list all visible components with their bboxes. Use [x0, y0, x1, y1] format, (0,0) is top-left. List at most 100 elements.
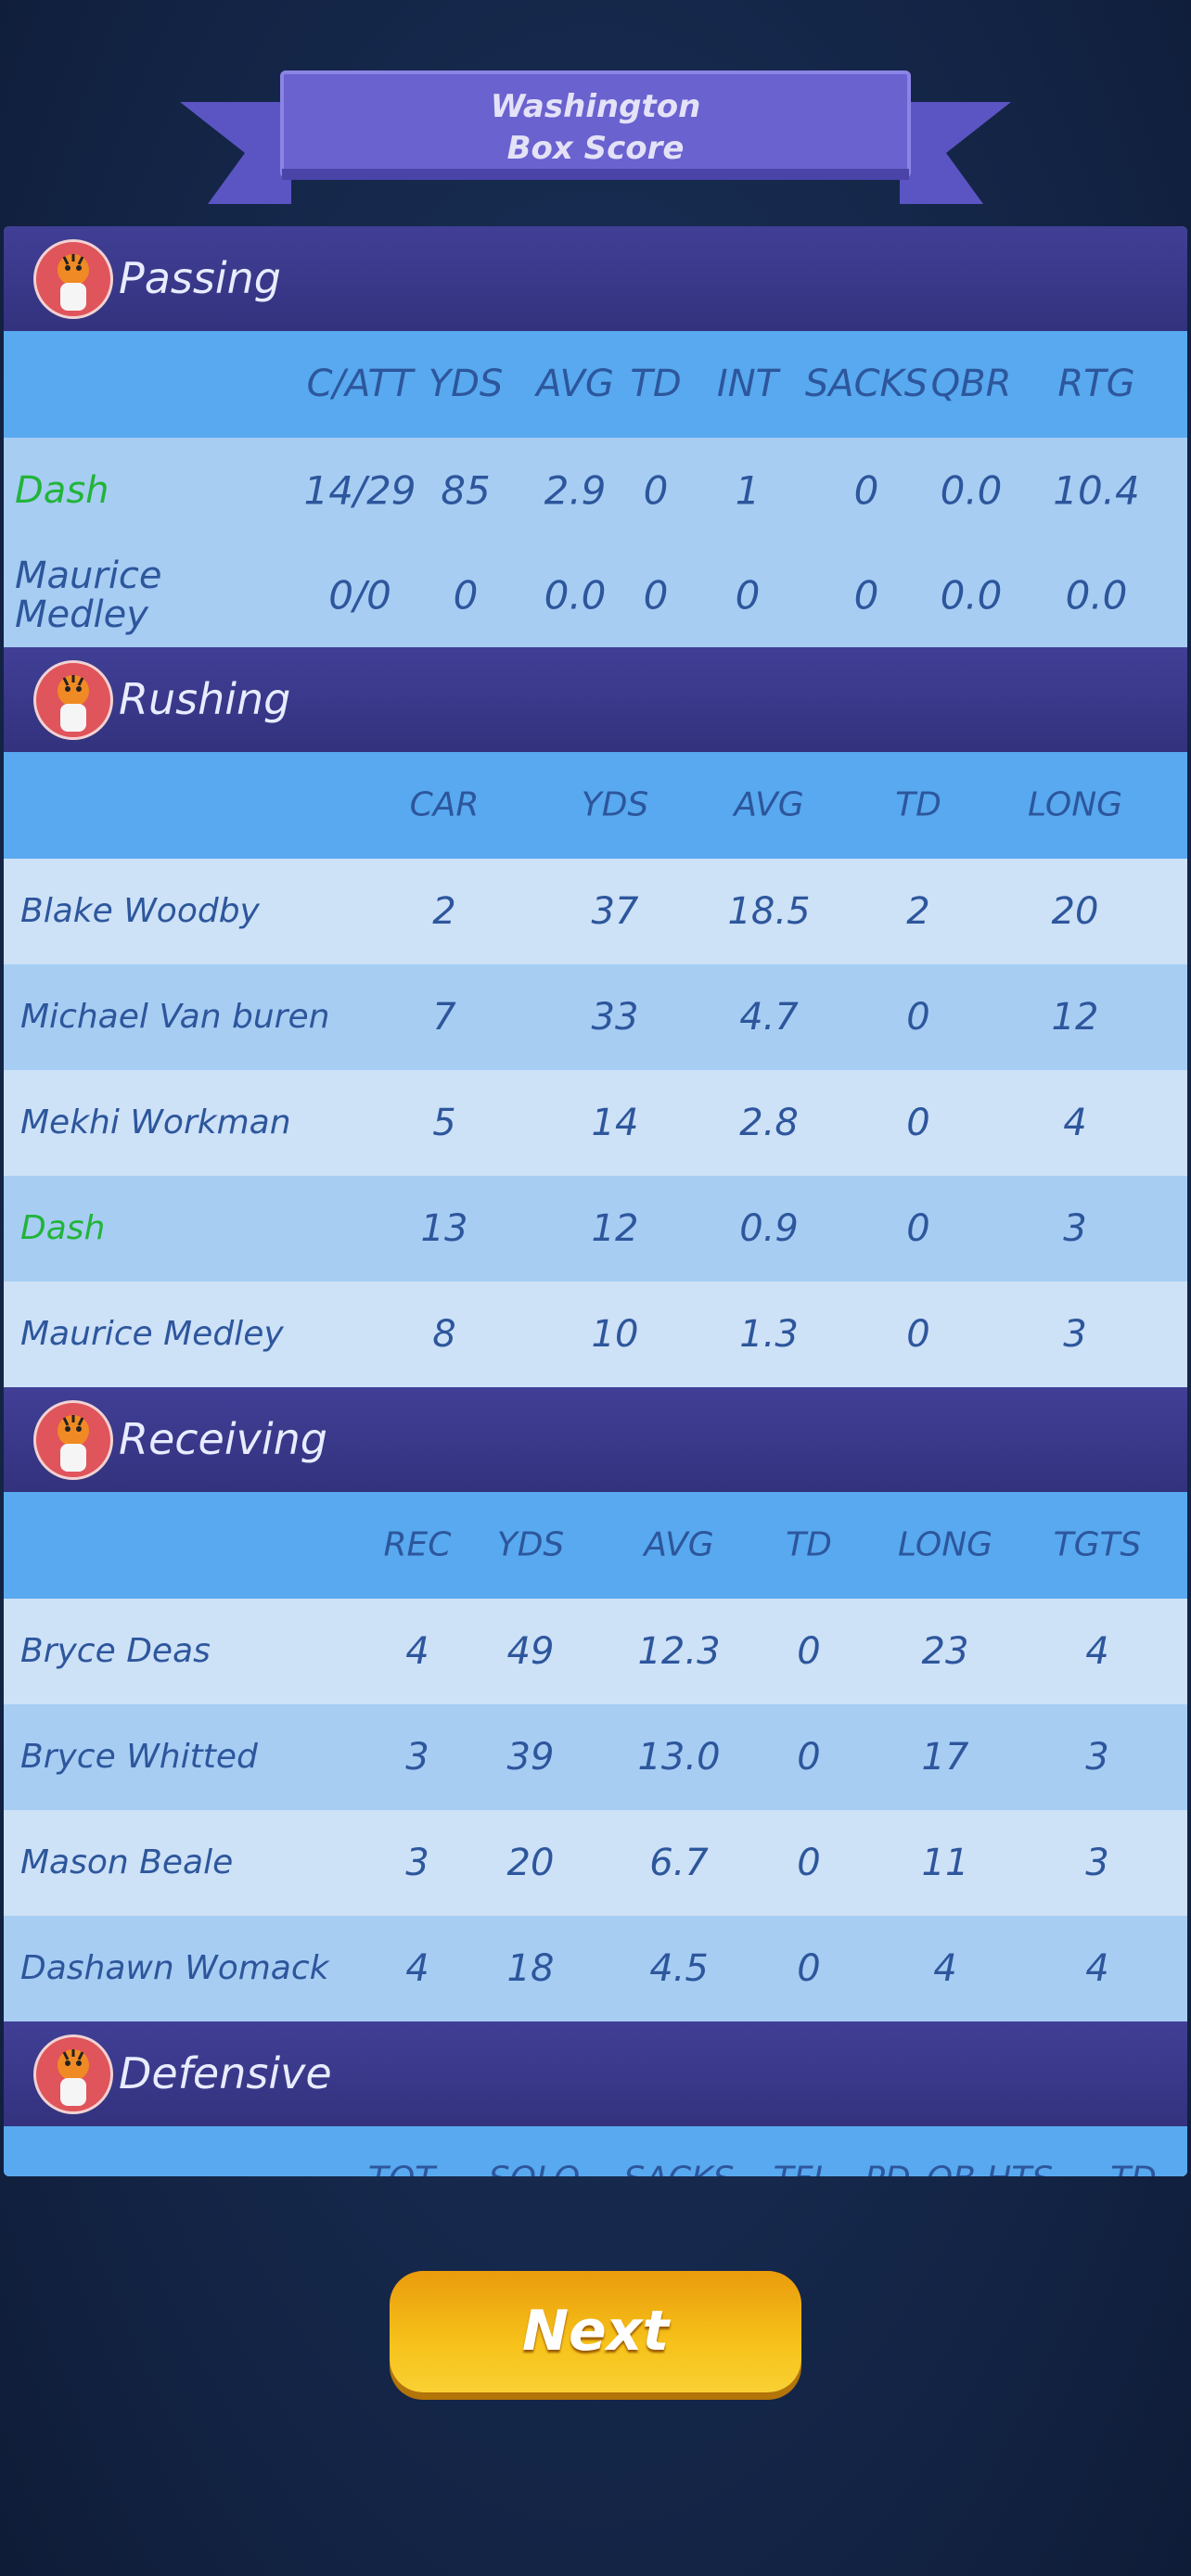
player-row: Dash 14/29 85 2.9 0 1 0 0.0 10.4	[4, 438, 1187, 543]
stat-value: 7	[432, 996, 456, 1039]
stat-value: 0.0	[1065, 572, 1128, 618]
column-header-row: TOT SOLO SACKS TFL PD QB HTS TD	[4, 2126, 1187, 2176]
stat-value: 3	[405, 1842, 429, 1884]
column-header: INT	[716, 363, 779, 405]
stat-value: 39	[506, 1736, 555, 1779]
column-header-row: CAR YDS AVG TD LONG	[4, 752, 1187, 859]
column-header: TOT	[368, 2161, 435, 2177]
column-header: CAR	[409, 785, 480, 824]
stat-value: 14	[591, 1102, 639, 1144]
stat-value: 0.0	[940, 572, 1003, 618]
column-header: TD	[1110, 2161, 1157, 2177]
section-header: Defensive	[4, 2021, 1187, 2126]
column-header: LONG	[1027, 785, 1123, 824]
column-header: TGTS	[1053, 1525, 1142, 1564]
team-logo	[33, 660, 113, 740]
stat-value: 12	[591, 1207, 639, 1250]
column-header: SOLO	[489, 2161, 580, 2177]
stat-value: 13.0	[637, 1736, 721, 1779]
next-button[interactable]: Next	[390, 2271, 801, 2392]
player-row: Blake Woodby 2 37 18.5 2 20	[4, 859, 1187, 964]
player-name: Dash	[20, 1209, 106, 1248]
player-name: Bryce Deas	[20, 1632, 211, 1671]
stat-value: 18.5	[727, 890, 811, 933]
player-name: Maurice Medley	[15, 555, 162, 636]
player-name: Blake Woodby	[20, 892, 260, 931]
stat-value: 0	[906, 1102, 930, 1144]
stat-value: 20	[1051, 890, 1099, 933]
stat-value: 10.4	[1053, 467, 1140, 514]
stat-value: 4	[405, 1630, 429, 1673]
stat-value: 0	[797, 1842, 821, 1884]
stat-value: 0	[853, 467, 879, 514]
stat-value: 3	[1063, 1313, 1087, 1356]
column-header: YDS	[496, 1525, 565, 1564]
stat-value: 4	[405, 1947, 429, 1990]
stat-value: 0	[797, 1630, 821, 1673]
column-header: C/ATT	[306, 363, 414, 405]
stat-value: 3	[1085, 1842, 1109, 1884]
section-title: Defensive	[119, 2048, 332, 2098]
section-title: Rushing	[119, 674, 291, 724]
column-header: TFL	[774, 2161, 832, 2177]
column-header: YDS	[581, 785, 649, 824]
stat-value: 5	[432, 1102, 456, 1144]
stat-value: 85	[441, 467, 491, 514]
column-header: REC	[383, 1525, 452, 1564]
stat-value: 0	[906, 1207, 930, 1250]
player-row: Michael Van buren 7 33 4.7 0 12	[4, 964, 1187, 1070]
column-header: SACKS	[623, 2161, 734, 2177]
column-header: AVG	[734, 785, 804, 824]
player-row: Mason Beale 3 20 6.7 0 11 3	[4, 1810, 1187, 1916]
stat-value: 3	[1085, 1736, 1109, 1779]
player-name: Bryce Whitted	[20, 1738, 258, 1777]
column-header-row: REC YDS AVG TD LONG TGTS	[4, 1492, 1187, 1599]
column-header: TD	[630, 363, 682, 405]
stat-value: 37	[591, 890, 639, 933]
stat-value: 0.0	[940, 467, 1003, 514]
stat-value: 0.9	[739, 1207, 799, 1250]
section-title: Passing	[119, 253, 281, 303]
stat-value: 23	[921, 1630, 969, 1673]
stat-value: 20	[506, 1842, 555, 1884]
player-row: Maurice Medley 0/0 0 0.0 0 0 0 0.0 0.0	[4, 543, 1187, 647]
stat-value: 4	[1085, 1630, 1109, 1673]
column-header: YDS	[428, 363, 504, 405]
stat-value: 1.3	[739, 1313, 799, 1356]
stat-value: 4.7	[739, 996, 799, 1039]
stat-value: 49	[506, 1630, 555, 1673]
banner: Washington Box Score	[180, 70, 1011, 204]
column-header: RTG	[1057, 363, 1135, 405]
player-row: Mekhi Workman 5 14 2.8 0 4	[4, 1070, 1187, 1176]
stat-value: 0/0	[328, 572, 391, 618]
box-score-panel: Passing C/ATT YDS AVG TD INT SACKS QBR RTG Dash 14…	[4, 226, 1187, 2176]
team-logo	[33, 2034, 113, 2114]
stat-value: 4	[933, 1947, 957, 1990]
stat-value: 0	[797, 1947, 821, 1990]
player-row: Bryce Whitted 3 39 13.0 0 17 3	[4, 1704, 1187, 1810]
team-logo	[33, 239, 113, 319]
stat-value: 3	[1063, 1207, 1087, 1250]
stat-value: 2.9	[544, 467, 607, 514]
player-name: Dash	[15, 469, 109, 512]
banner-subtitle: Box Score	[507, 130, 685, 167]
stat-value: 8	[432, 1313, 456, 1356]
stat-value: 4.5	[649, 1947, 709, 1990]
column-header: AVG	[536, 363, 614, 405]
column-header: TD	[786, 1525, 832, 1564]
stat-value: 33	[591, 996, 639, 1039]
column-header: AVG	[644, 1525, 714, 1564]
player-row: Maurice Medley 8 10 1.3 0 3	[4, 1282, 1187, 1387]
section-header: Rushing	[4, 647, 1187, 752]
player-name: Mason Beale	[20, 1843, 234, 1882]
stat-value: 4	[1063, 1102, 1087, 1144]
stat-value: 11	[921, 1842, 969, 1884]
stat-value: 3	[405, 1736, 429, 1779]
column-header-row: C/ATT YDS AVG TD INT SACKS QBR RTG	[4, 331, 1187, 438]
player-row: Bryce Deas 4 49 12.3 0 23 4	[4, 1599, 1187, 1704]
stat-value: 17	[921, 1736, 969, 1779]
column-header: LONG	[897, 1525, 993, 1564]
stat-value: 2	[906, 890, 930, 933]
stat-value: 0	[797, 1736, 821, 1779]
